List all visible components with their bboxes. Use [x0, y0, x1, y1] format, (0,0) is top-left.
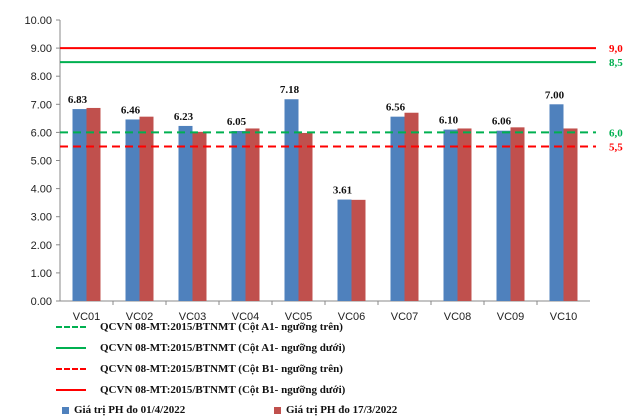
legend-label-series-2: Giá trị PH đo 17/3/2022 [286, 404, 398, 416]
bar-series-1 [549, 104, 564, 301]
bar-series-1 [390, 116, 405, 301]
x-tick-label: VC06 [338, 311, 366, 323]
y-tick-label: 3.00 [31, 212, 52, 224]
bar-series-2 [139, 116, 154, 301]
y-tick-label: 2.00 [31, 240, 52, 252]
x-tick-label: VC08 [444, 311, 472, 323]
data-label-series-1: 6.05 [227, 116, 247, 128]
legend-label-a1-lower: QCVN 08-MT:2015/BTNMT (Cột A1- ngưỡng dư… [100, 342, 346, 354]
y-tick-label: 5.00 [31, 156, 52, 168]
chart-bars [72, 99, 578, 302]
bar-series-2 [563, 128, 578, 301]
y-tick-label: 1.00 [31, 268, 52, 280]
legend-swatch-b1-upper [56, 368, 86, 370]
data-label-series-1: 7.00 [545, 89, 565, 101]
bar-series-1 [443, 129, 458, 301]
bar-series-2 [192, 131, 207, 301]
y-tick-label: 9.00 [31, 43, 52, 55]
bar-series-1 [496, 130, 511, 301]
legend-label-a1-upper: QCVN 08-MT:2015/BTNMT (Cột A1- ngưỡng tr… [100, 321, 343, 333]
x-tick-label: VC02 [126, 311, 154, 323]
legend-item-b1-upper: QCVN 08-MT:2015/BTNMT (Cột B1- ngưỡng tr… [56, 363, 343, 375]
x-tick-label: VC01 [73, 311, 101, 323]
bar-series-1 [72, 109, 87, 302]
legend-label-b1-lower: QCVN 08-MT:2015/BTNMT (Cột B1- ngưỡng dư… [100, 384, 346, 396]
x-tick-label: VC04 [232, 311, 260, 323]
bar-series-2 [351, 199, 366, 301]
x-tick-label: VC10 [550, 311, 578, 323]
legend-item-series-2: Giá trị PH đo 17/3/2022 [274, 404, 397, 416]
bar-series-1 [284, 99, 299, 301]
threshold-label: 6,0 [609, 127, 623, 139]
data-label-series-1: 3.61 [333, 185, 352, 197]
threshold-label: 9,0 [609, 43, 623, 55]
threshold-lines: 6,0 8,5 5,5 9,0 [60, 43, 623, 153]
legend-item-series-1: Giá trị PH đo 01/4/2022 [62, 404, 185, 416]
legend-swatch-series-1 [62, 406, 69, 414]
bar-series-1 [178, 125, 193, 301]
data-label-series-1: 6.10 [439, 115, 459, 127]
legend-label-b1-upper: QCVN 08-MT:2015/BTNMT (Cột B1- ngưỡng tr… [100, 363, 343, 375]
y-tick-label: 6.00 [31, 127, 52, 139]
legend-item-a1-lower: QCVN 08-MT:2015/BTNMT (Cột A1- ngưỡng dư… [56, 342, 345, 354]
bar-series-2 [457, 128, 472, 301]
y-tick-label: 10.00 [24, 15, 52, 27]
legend-item-a1-upper: QCVN 08-MT:2015/BTNMT (Cột A1- ngưỡng tr… [56, 321, 343, 333]
x-tick-label: VC05 [285, 311, 313, 323]
bar-series-2 [245, 128, 260, 301]
x-tick-label: VC09 [497, 311, 525, 323]
legend-swatch-a1-upper [56, 326, 86, 328]
bar-series-1 [231, 130, 246, 301]
bar-series-2 [510, 127, 525, 301]
legend-swatch-a1-lower [56, 347, 86, 349]
data-label-series-1: 6.56 [386, 102, 406, 114]
bar-series-2 [404, 112, 419, 301]
data-labels: 6.83 6.46 6.23 6.05 7.18 3.61 6.56 6.10 6.06 7.00 [68, 84, 565, 196]
bar-series-2 [86, 107, 101, 301]
legend-label-series-1: Giá trị PH đo 01/4/2022 [74, 404, 186, 416]
legend-swatch-series-2 [274, 406, 281, 414]
data-label-series-1: 6.83 [68, 94, 88, 106]
x-tick-label: VC07 [391, 311, 419, 323]
data-label-series-1: 6.46 [121, 104, 141, 116]
data-label-series-1: 6.06 [492, 116, 512, 128]
data-label-series-1: 7.18 [280, 84, 300, 96]
bar-series-1 [337, 199, 352, 301]
y-tick-label: 0.00 [31, 296, 52, 308]
bar-series-1 [125, 119, 140, 301]
y-tick-label: 7.00 [31, 99, 52, 111]
chart-axes: 0.00 1.00 2.00 3.00 4.00 5.00 6.00 7.00 8.00 9.00… [24, 15, 590, 323]
data-label-series-1: 6.23 [174, 111, 194, 123]
x-tick-label: VC03 [179, 311, 207, 323]
y-tick-label: 8.00 [31, 71, 52, 83]
legend-item-b1-lower: QCVN 08-MT:2015/BTNMT (Cột B1- ngưỡng dư… [56, 384, 345, 396]
threshold-label: 5,5 [609, 141, 623, 153]
threshold-label: 8,5 [609, 57, 623, 69]
bar-series-2 [298, 132, 313, 301]
legend-swatch-b1-lower [56, 389, 86, 391]
y-tick-label: 4.00 [31, 184, 52, 196]
